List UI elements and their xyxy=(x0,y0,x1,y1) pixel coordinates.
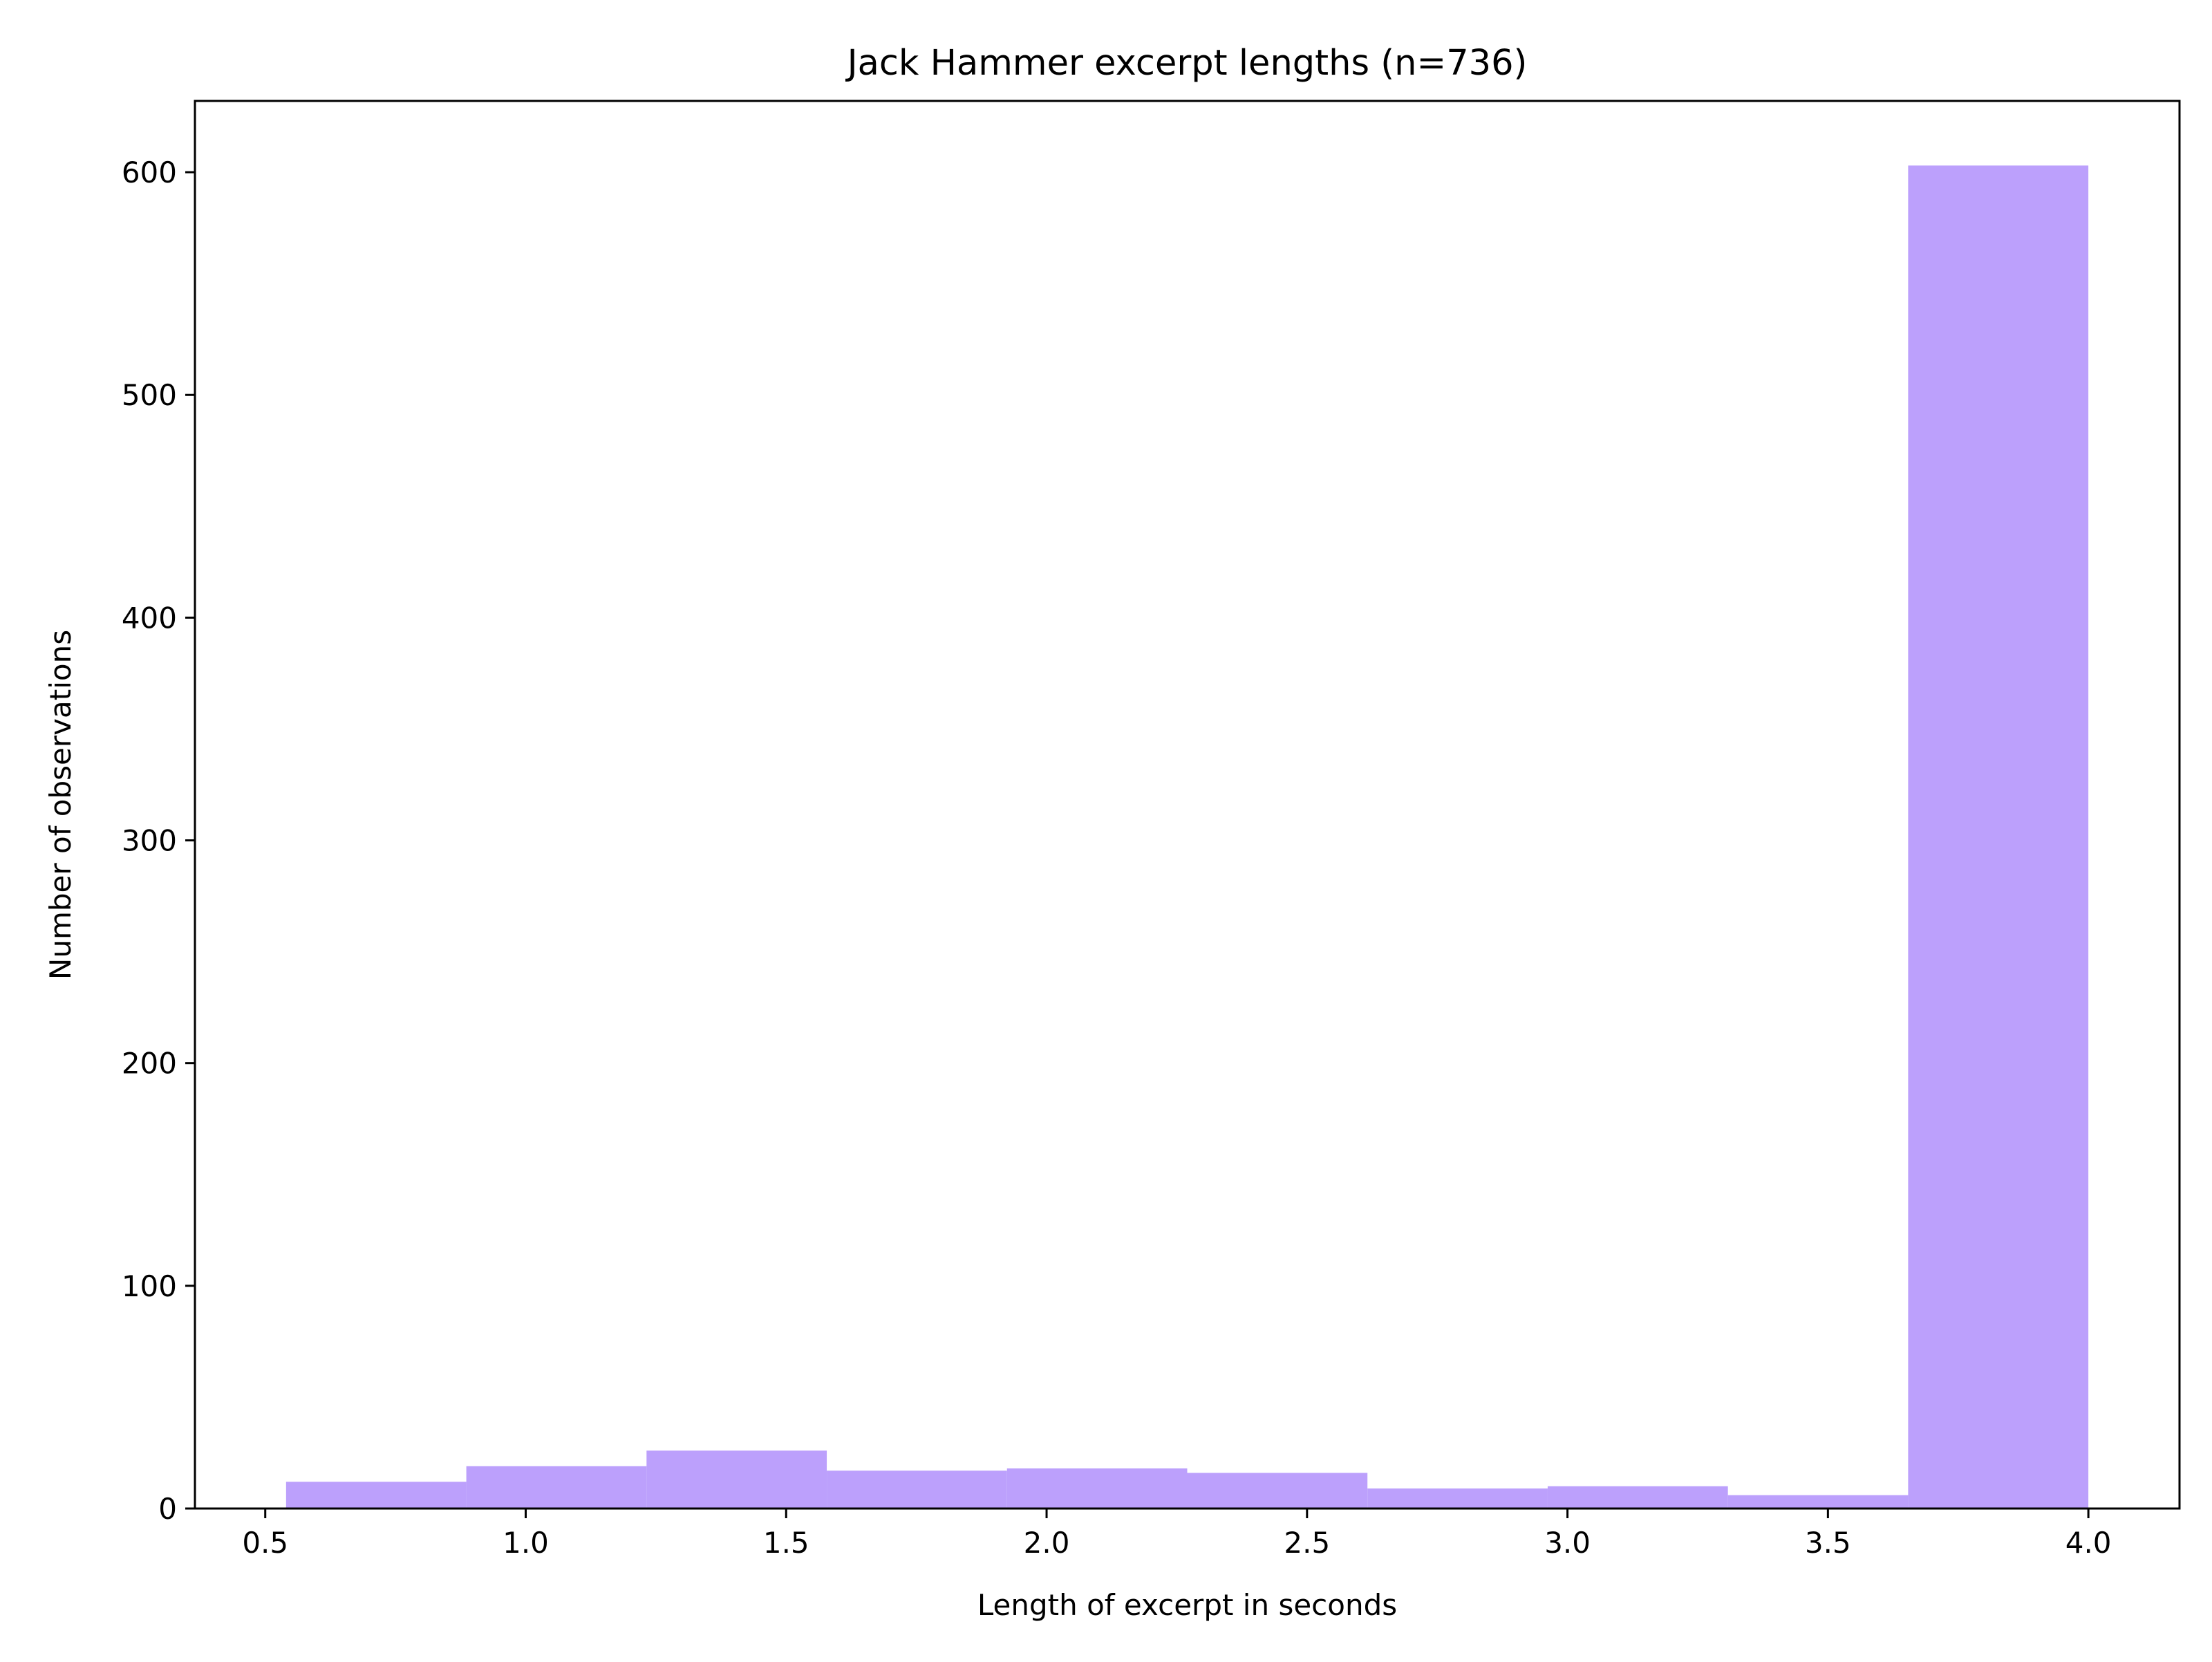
x-tick-label: 0.5 xyxy=(242,1526,288,1560)
x-tick-label: 1.5 xyxy=(763,1526,809,1560)
bars-group xyxy=(285,165,2089,1509)
y-tick-label: 100 xyxy=(122,1269,177,1303)
x-tick-label: 2.0 xyxy=(1024,1526,1070,1560)
chart-title: Jack Hammer excerpt lengths (n=736) xyxy=(845,43,1528,84)
histogram-bar xyxy=(1908,165,2089,1509)
histogram-bar xyxy=(1727,1495,1909,1509)
x-tick-label: 3.5 xyxy=(1805,1526,1851,1560)
y-tick-label: 0 xyxy=(158,1492,177,1526)
y-tick-label: 300 xyxy=(122,824,177,858)
histogram-bar xyxy=(466,1466,647,1509)
y-tick-label: 200 xyxy=(122,1047,177,1081)
x-tick-label: 2.5 xyxy=(1284,1526,1330,1560)
x-axis: 0.5 1.0 1.5 2.0 2.5 3.0 3.5 4.0 xyxy=(242,1509,2112,1560)
x-tick-label: 4.0 xyxy=(2065,1526,2112,1560)
y-axis: 0 100 200 300 400 500 600 xyxy=(122,156,195,1526)
plot-area-frame xyxy=(194,100,2181,1510)
histogram-bar xyxy=(1547,1486,1728,1509)
histogram-bar xyxy=(285,1482,467,1509)
histogram-bar xyxy=(1006,1468,1188,1509)
x-tick-label: 3.0 xyxy=(1544,1526,1591,1560)
histogram-bar xyxy=(1367,1488,1548,1509)
y-tick-label: 400 xyxy=(122,601,177,635)
histogram-bar xyxy=(1187,1473,1368,1509)
y-tick-label: 500 xyxy=(122,378,177,412)
x-tick-label: 1.0 xyxy=(503,1526,549,1560)
histogram-bar xyxy=(827,1470,1007,1509)
y-tick-label: 600 xyxy=(122,156,177,189)
x-axis-label: Length of excerpt in seconds xyxy=(977,1588,1397,1622)
histogram-bar xyxy=(646,1450,827,1509)
y-axis-label: Number of observations xyxy=(44,630,77,980)
